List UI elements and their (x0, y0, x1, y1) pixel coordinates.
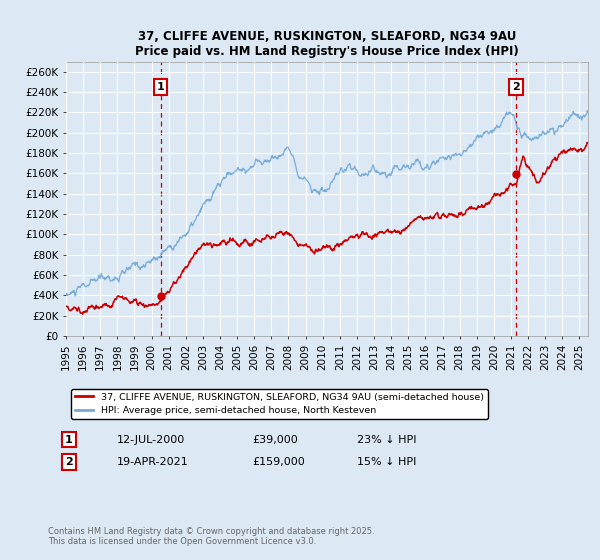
Text: 12-JUL-2000: 12-JUL-2000 (117, 435, 185, 445)
Legend: 37, CLIFFE AVENUE, RUSKINGTON, SLEAFORD, NG34 9AU (semi-detached house), HPI: Av: 37, CLIFFE AVENUE, RUSKINGTON, SLEAFORD,… (71, 389, 488, 419)
Text: Contains HM Land Registry data © Crown copyright and database right 2025.
This d: Contains HM Land Registry data © Crown c… (48, 526, 374, 546)
Text: £159,000: £159,000 (252, 457, 305, 467)
Title: 37, CLIFFE AVENUE, RUSKINGTON, SLEAFORD, NG34 9AU
Price paid vs. HM Land Registr: 37, CLIFFE AVENUE, RUSKINGTON, SLEAFORD,… (135, 30, 519, 58)
Text: 19-APR-2021: 19-APR-2021 (117, 457, 189, 467)
Text: 23% ↓ HPI: 23% ↓ HPI (357, 435, 416, 445)
Text: 1: 1 (157, 82, 164, 92)
Text: 15% ↓ HPI: 15% ↓ HPI (357, 457, 416, 467)
Text: 1: 1 (65, 435, 73, 445)
Text: 2: 2 (65, 457, 73, 467)
Text: 2: 2 (512, 82, 520, 92)
Text: £39,000: £39,000 (252, 435, 298, 445)
